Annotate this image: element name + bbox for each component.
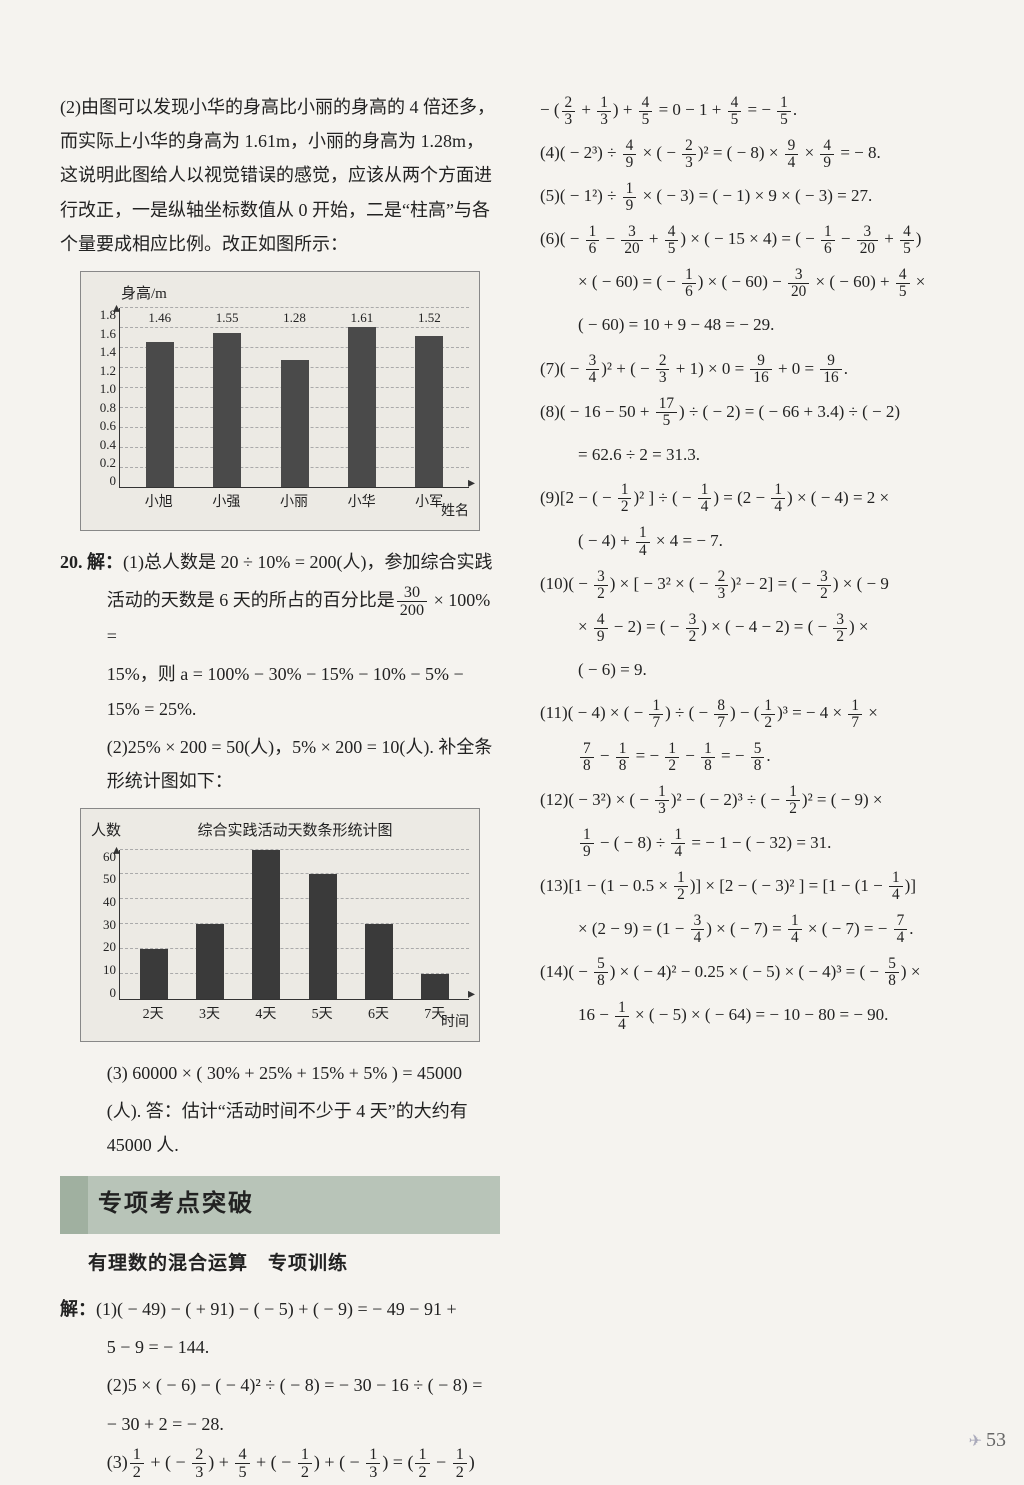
r11: (11)( − 4) × ( − 17) ÷ ( − 87) − (12)³ =… <box>540 693 994 732</box>
r5: (5)( − 1²) ÷ 19 × ( − 3) = ( − 1) × 9 × … <box>540 176 994 215</box>
r8: (8)( − 16 − 50 + 175) ÷ ( − 2) = ( − 66 … <box>540 392 994 431</box>
chart1-yticks: 00.20.40.60.81.01.21.41.61.8 <box>86 308 116 487</box>
q20-2: (2)25% × 200 = 50(人)，5% × 200 = 10(人). 补… <box>60 730 500 798</box>
r6: (6)( − 16 − 320 + 45) × ( − 15 × 4) = ( … <box>540 219 994 258</box>
chart-height: 身高/m 00.20.40.60.81.01.21.41.61.8 1.461.… <box>80 271 480 531</box>
r6-cont2: ( − 60) = 10 + 9 − 48 = − 29. <box>540 305 994 344</box>
r10c: ( − 6) = 9. <box>540 650 994 689</box>
r12b: 19 − ( − 8) ÷ 14 = − 1 − ( − 32) = 31. <box>540 823 994 862</box>
chart2-title: 综合实践活动天数条形统计图 <box>121 817 469 846</box>
chart1-xlabels: 小旭小强小丽小华小军 <box>119 488 469 517</box>
r13: (13)[1 − (1 − 0.5 × 12)] × [2 − ( − 3)² … <box>540 866 994 905</box>
q20-3a: (3) 60000 × ( 30% + 25% + 15% + 5% ) = 4… <box>60 1056 500 1090</box>
q20-3b: (人). 答：估计“活动时间不少于 4 天”的大约有 45000 人. <box>60 1094 500 1162</box>
left-column: (2)由图可以发现小华的身高比小丽的身高的 4 倍还多，而实际上小华的身高为 1… <box>60 90 500 1485</box>
r7: (7)( − 34)² + ( − 23 + 1) × 0 = 916 + 0 … <box>540 349 994 388</box>
s2a: (2)5 × ( − 6) − ( − 4)² ÷ ( − 8) = − 30 … <box>60 1368 500 1402</box>
sol-1: 解：(1)( − 49) − ( + 91) − ( − 5) + ( − 9)… <box>60 1292 500 1326</box>
chart-days: 人数 综合实践活动天数条形统计图 0102030405060 2天3天4天5天6… <box>80 808 480 1042</box>
sol-label: 解： <box>60 1299 96 1319</box>
r6-cont1: × ( − 60) = ( − 16) × ( − 60) − 320 × ( … <box>540 262 994 301</box>
r3-cont: − (23 + 13) + 45 = 0 − 1 + 45 = − 15. <box>540 90 994 129</box>
r9b: ( − 4) + 14 × 4 = − 7. <box>540 521 994 560</box>
r8b: = 62.6 ÷ 2 = 31.3. <box>540 435 994 474</box>
chart1-ylabel: 身高/m <box>121 280 469 309</box>
chart1-bars: 00.20.40.60.81.01.21.41.61.8 1.461.551.2… <box>119 308 469 488</box>
r14: (14)( − 58) × ( − 4)² − 0.25 × ( − 5) × … <box>540 952 994 991</box>
r13b: × (2 − 9) = (1 − 34) × ( − 7) = 14 × ( −… <box>540 909 994 948</box>
page-number: 53 <box>969 1421 1006 1459</box>
page-columns: (2)由图可以发现小华的身高比小丽的身高的 4 倍还多，而实际上小华的身高为 1… <box>60 90 994 1485</box>
right-column: − (23 + 13) + 45 = 0 − 1 + 45 = − 15. (4… <box>530 90 994 1485</box>
r10: (10)( − 32) × [ − 3² × ( − 23)² − 2] = (… <box>540 564 994 603</box>
s3: (3)12 + ( − 23) + 45 + ( − 12) + ( − 13)… <box>60 1445 500 1481</box>
paragraph-2: (2)由图可以发现小华的身高比小丽的身高的 4 倍还多，而实际上小华的身高为 1… <box>60 90 500 261</box>
q20-1a: (1)总人数是 20 ÷ 10% = 200(人)，参加综合实践 <box>123 552 493 572</box>
chart2-yticks: 0102030405060 <box>86 850 116 999</box>
s1a: (1)( − 49) − ( + 91) − ( − 5) + ( − 9) =… <box>96 1299 457 1319</box>
q20-1b-text: 活动的天数是 6 天的所占的百分比是 <box>107 590 395 610</box>
r12: (12)( − 3²) × ( − 13)² − ( − 2)³ ÷ ( − 1… <box>540 780 994 819</box>
sub-header: 有理数的混合运算 专项训练 <box>88 1246 500 1282</box>
r4: (4)( − 2³) ÷ 49 × ( − 23)² = ( − 8) × 94… <box>540 133 994 172</box>
r9: (9)[2 − ( − 12)² ] ÷ ( − 14) = (2 − 14) … <box>540 478 994 517</box>
q20-1c: 15%，则 a = 100% − 30% − 15% − 10% − 5% − … <box>60 657 500 725</box>
q20: 20. 解：(1)总人数是 20 ÷ 10% = 200(人)，参加综合实践 <box>60 545 500 579</box>
r14b: 16 − 14 × ( − 5) × ( − 64) = − 10 − 80 =… <box>540 995 994 1034</box>
chart2-xlabels: 2天3天4天5天6天7天 <box>119 1000 469 1029</box>
r10b: × 49 − 2) = ( − 32) × ( − 4 − 2) = ( − 3… <box>540 607 994 646</box>
q20-1b: 活动的天数是 6 天的所占的百分比是30200 × 100% = <box>60 583 500 654</box>
frac-30-200: 30200 <box>397 584 427 619</box>
q20-label: 20. 解： <box>60 552 123 572</box>
s2b: − 30 + 2 = − 28. <box>60 1407 500 1441</box>
chart2-bars: 0102030405060 <box>119 850 469 1000</box>
r11b: 78 − 18 = − 12 − 18 = − 58. <box>540 736 994 775</box>
s1b: 5 − 9 = − 144. <box>60 1330 500 1364</box>
s3-num: (3) <box>107 1452 128 1472</box>
section-header: 专项考点突破 <box>60 1176 500 1234</box>
